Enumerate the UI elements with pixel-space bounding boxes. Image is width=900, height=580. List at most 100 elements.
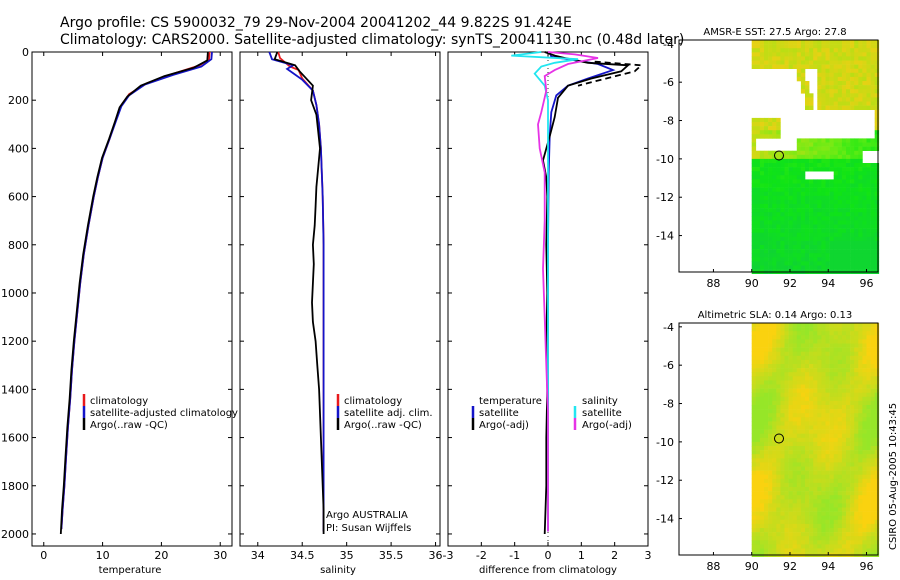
map-cell [813,388,818,393]
map-cell [751,150,757,156]
map-cell [874,327,880,332]
y-tick-label: 1800 [1,480,29,493]
map-cell [792,191,798,197]
map-cell [764,396,769,402]
map-cell [874,405,880,410]
map-cell [870,146,875,151]
map-cell [821,335,826,340]
map-cell [792,249,798,254]
map-cell [768,466,773,471]
map-cell [800,150,806,156]
series-satellite-adjusted [268,51,325,532]
map-cell [837,105,843,110]
map-cell [825,154,830,160]
map-cell [846,44,851,49]
map-cell [817,446,822,451]
map-cell [862,429,867,434]
map-cell [817,167,822,172]
map-cell [854,199,859,205]
map-cell [825,89,830,94]
map-cell [776,48,781,53]
map-cell [805,351,810,357]
map-cell [850,376,855,381]
map-cell [809,48,814,53]
map-cell [788,265,793,270]
map-cell [841,523,847,529]
map-cell [854,495,859,500]
map-cell [805,335,810,340]
map-cell [800,52,806,57]
map-cell [759,187,765,192]
map-cell [821,40,826,45]
map-cell [817,68,822,74]
map-cell [788,507,793,512]
map-cell [833,380,839,385]
map-cell [846,76,851,82]
map-cell [788,503,793,508]
map-cell [751,265,757,270]
map-cell [759,507,765,512]
map-cell [780,236,785,242]
map-cell [809,446,814,451]
map-cell [796,72,802,78]
map-cell [755,396,761,402]
map-cell [866,351,871,357]
map-cell [755,544,761,549]
legend-sal-satellite: satellite [582,408,622,419]
map-cell [800,523,806,529]
map-cell [854,364,859,369]
map-cell [755,446,761,451]
map-cell [755,126,761,131]
map-cell [833,355,839,361]
map-cell [792,540,798,545]
map-cell [862,364,867,369]
map-cell [858,101,863,106]
map-cell [755,450,761,455]
map-cell [780,208,785,213]
map-cell [858,466,863,471]
map-cell [858,327,863,332]
map-cell [870,364,875,369]
map-cell [854,179,859,184]
map-cell [862,179,867,184]
map-cell [833,105,839,110]
map-cell [850,450,855,455]
map-cell [862,44,867,49]
map-cell [825,466,830,471]
map-cell [874,134,880,139]
map-cell [829,405,834,410]
map-cell [837,72,843,78]
map-cell [854,76,859,82]
map-cell [788,454,793,459]
map-cell [854,343,859,348]
map-cell [817,249,822,254]
map-cell [833,405,839,410]
map-cell [858,437,863,443]
map-cell [858,400,863,406]
map-cell [841,392,847,398]
map-cell [841,400,847,406]
map-cell [800,68,806,74]
map-cell [796,437,802,443]
map-cell [776,40,781,45]
map-cell [858,179,863,184]
map-cell [800,425,806,430]
map-cell [751,64,757,69]
map-cell [825,150,830,156]
map-cell [764,134,769,139]
map-cell [764,343,769,348]
map-cell [805,142,810,147]
map-cell [858,454,863,459]
map-cell [813,433,818,439]
map-cell [817,359,822,365]
map-cell [841,507,847,512]
map-cell [841,462,847,467]
map-cell [841,171,847,176]
map-cell [764,446,769,451]
map-cell [788,195,793,201]
map-cell [866,376,871,381]
map-cell [862,265,867,270]
map-cell [829,458,834,463]
map-cell [809,359,814,365]
map-cell [809,40,814,45]
